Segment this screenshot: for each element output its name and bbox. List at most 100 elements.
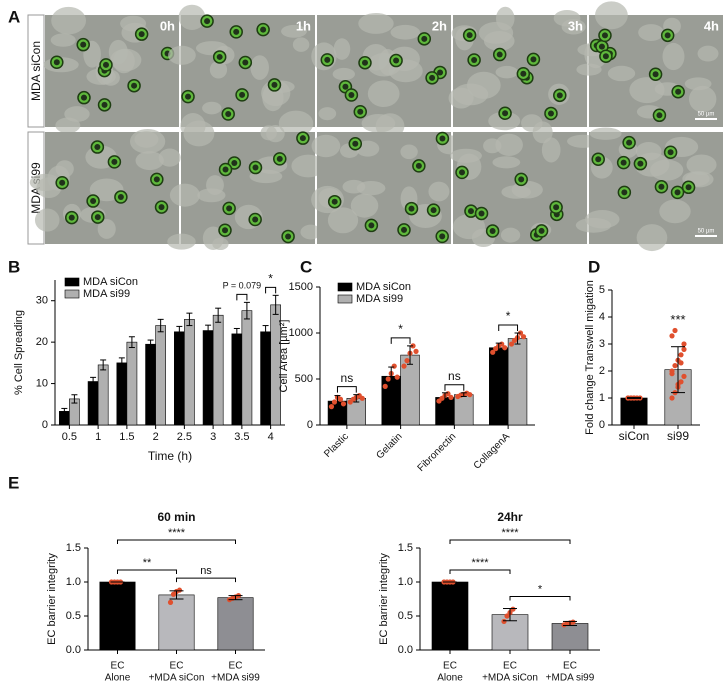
error-bar [90,376,97,387]
cell-body [662,42,685,71]
error-bar [128,336,135,349]
x-tick-label: 0.5 [62,431,77,443]
x-tick-label: 3 [210,431,216,443]
y-tick-label: 20 [36,336,48,348]
y-tick-label: 0.5 [66,610,81,622]
x-tick-label: EC [229,661,243,672]
x-tick-label: 1 [95,431,101,443]
cell-body [686,154,717,176]
cell-body [495,133,523,157]
cell-body [688,85,717,113]
error-bar [495,342,502,353]
error-bar [61,407,68,415]
panel-label: E [8,473,19,492]
nucleus [658,183,665,190]
cell-body [167,233,196,250]
cell-body [400,144,418,160]
cell-body [575,217,612,233]
y-axis-label: Fold change Transwell migation [584,280,596,435]
x-tick-label: 3.5 [234,431,249,443]
cell-body [97,218,116,239]
significance-label: *** [670,312,685,327]
nucleus [352,140,359,147]
cell-body [367,80,400,108]
legend-label: MDA si99 [83,288,130,300]
cell-body [333,38,351,60]
error-bar [353,394,360,403]
error-bar [334,395,341,408]
bar [126,341,138,426]
data-point [328,404,335,410]
cell-body [64,106,90,122]
y-axis-label: Cell Area [µm²] [278,320,290,393]
nucleus [401,226,408,233]
y-tick-label: 10 [36,377,48,389]
nucleus [415,162,422,169]
nucleus [602,53,609,60]
nucleus [222,227,229,234]
significance-label: **** [168,527,186,539]
nucleus [393,57,400,64]
bar [231,333,243,426]
cell-body [300,224,322,240]
nucleus [530,56,537,63]
y-tick-label: 1000 [289,327,313,339]
cell-body [594,1,628,30]
time-label: 3h [568,18,583,33]
error-bar [228,595,243,601]
nucleus [94,214,101,221]
significance-label: ns [448,369,461,383]
nucleus [271,81,278,88]
bar [260,331,271,426]
data-point [490,349,496,355]
data-point [448,394,454,400]
nucleus [667,149,674,156]
bar [212,314,224,426]
x-tick-label: +MDA si99 [211,673,260,684]
data-point [394,374,400,380]
nucleus [620,159,627,166]
nucleus [467,208,474,215]
nucleus [94,144,101,151]
nucleus [185,93,192,100]
cell-body [332,67,355,81]
data-point [637,395,643,401]
nucleus [478,210,485,217]
bar [87,381,99,426]
cell-body [50,33,76,47]
data-point [508,341,515,347]
cell-body [110,48,142,72]
y-tick-label: 0.0 [398,644,413,656]
cell-body [659,199,691,224]
nucleus [357,108,364,115]
cell-body [541,137,561,163]
cell-body [576,63,602,76]
significance-label: * [538,583,543,595]
x-tick-label: 1.5 [119,431,134,443]
nucleus [348,91,355,98]
cell-body [168,45,196,65]
error-bar [243,301,250,320]
x-tick-label: +MDA siCon [149,673,205,684]
bar [620,397,648,426]
cell-body [532,121,553,144]
cell-body [589,127,622,140]
y-tick-label: 3 [599,338,605,350]
cell-body [478,21,514,44]
error-bar [407,345,414,365]
y-axis-label: % Cell Spreading [13,310,25,395]
nucleus [138,31,145,38]
error-bar [233,327,240,340]
data-point [413,348,419,354]
cell-body [206,175,224,196]
nucleus [556,92,563,99]
x-tick-label: 2 [153,431,159,443]
error-bar [262,325,269,339]
legend-swatch [337,294,353,304]
cell-body [183,120,215,147]
data-point [510,606,516,612]
significance-label: ns [341,371,354,385]
nucleus [664,32,671,39]
data-point [504,613,510,619]
nucleus [225,111,232,118]
